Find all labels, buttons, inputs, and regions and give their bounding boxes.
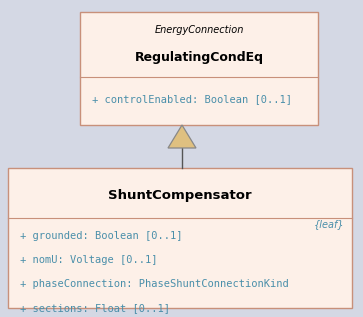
Text: + sections: Float [0..1]: + sections: Float [0..1] — [20, 303, 170, 313]
Text: + grounded: Boolean [0..1]: + grounded: Boolean [0..1] — [20, 231, 183, 241]
Bar — [8, 168, 352, 308]
Text: + phaseConnection: PhaseShuntConnectionKind: + phaseConnection: PhaseShuntConnectionK… — [20, 279, 289, 289]
Bar — [80, 12, 318, 125]
Text: EnergyConnection: EnergyConnection — [154, 25, 244, 35]
Text: + controlEnabled: Boolean [0..1]: + controlEnabled: Boolean [0..1] — [92, 94, 292, 104]
Text: RegulatingCondEq: RegulatingCondEq — [135, 50, 264, 63]
Text: + nomU: Voltage [0..1]: + nomU: Voltage [0..1] — [20, 255, 158, 265]
Polygon shape — [168, 125, 196, 148]
Text: {leaf}: {leaf} — [313, 219, 344, 229]
Text: ShuntCompensator: ShuntCompensator — [108, 190, 252, 203]
